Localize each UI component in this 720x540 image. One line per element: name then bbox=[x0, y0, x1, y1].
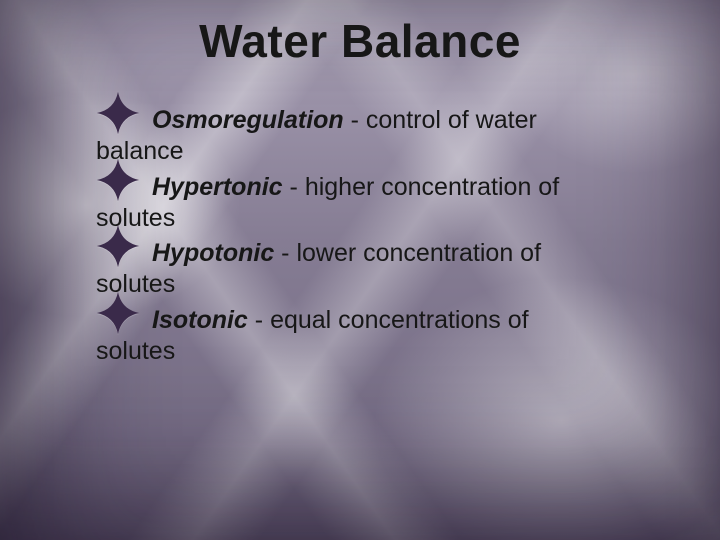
definition-separator: - bbox=[248, 306, 270, 334]
diamond-bullet-icon bbox=[96, 91, 140, 135]
slide-title: Water Balance bbox=[0, 14, 720, 68]
term: Osmoregulation bbox=[152, 106, 344, 134]
definition: lower concentration of bbox=[296, 239, 541, 267]
definition-wrap: balance bbox=[96, 136, 680, 167]
diamond-bullet-icon bbox=[96, 224, 140, 268]
definition: equal concentrations of bbox=[270, 306, 529, 334]
term: Isotonic bbox=[152, 306, 248, 334]
list-item: Isotonic - equal concentrations of solut… bbox=[96, 305, 680, 368]
definition-separator: - bbox=[283, 173, 305, 201]
list-item: Hypertonic - higher concentration of sol… bbox=[96, 172, 680, 235]
slide-background: Water Balance Osmoregulation - control o… bbox=[0, 0, 720, 540]
definition-wrap: solutes bbox=[96, 269, 680, 300]
definition-separator: - bbox=[344, 106, 366, 134]
list-item: Osmoregulation - control of water balanc… bbox=[96, 105, 680, 168]
definition-separator: - bbox=[274, 239, 296, 267]
diamond-bullet-icon bbox=[96, 291, 140, 335]
list-item: Hypotonic - lower concentration of solut… bbox=[96, 238, 680, 301]
definition: control of water bbox=[366, 106, 537, 134]
definition-wrap: solutes bbox=[96, 203, 680, 234]
diamond-bullet-icon bbox=[96, 158, 140, 202]
definition: higher concentration of bbox=[305, 173, 559, 201]
bullet-list: Osmoregulation - control of water balanc… bbox=[96, 105, 680, 371]
definition-wrap: solutes bbox=[96, 336, 680, 367]
term: Hypertonic bbox=[152, 173, 283, 201]
term: Hypotonic bbox=[152, 239, 274, 267]
